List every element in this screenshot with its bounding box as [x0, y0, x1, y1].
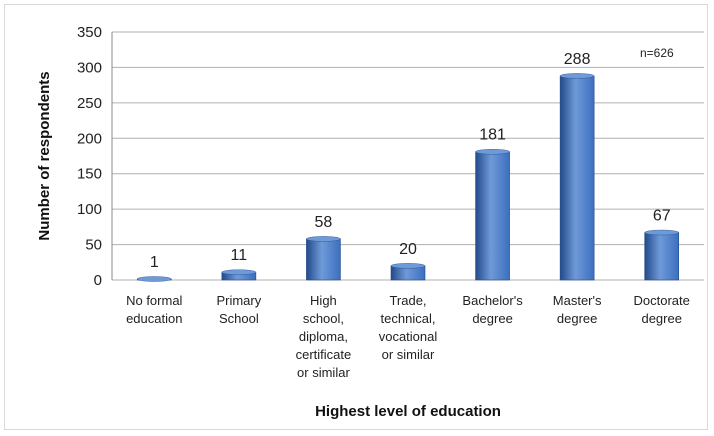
bar [475, 151, 510, 281]
bar-top [137, 276, 172, 282]
bar-top [306, 236, 341, 242]
bar-top [559, 73, 595, 79]
category-label: Doctorate degree [634, 293, 690, 326]
bar [306, 238, 341, 281]
bar-top [390, 263, 426, 269]
y-axis-title: Number of respondents [36, 71, 53, 240]
y-tick-label: 100 [77, 201, 102, 218]
gridlines [111, 31, 704, 281]
bars [136, 73, 680, 282]
bar [559, 75, 595, 281]
y-tick-label: 200 [77, 130, 102, 147]
y-tick-label: 250 [77, 95, 102, 112]
x-axis-title: Highest level of education [315, 403, 501, 420]
category-label: Trade, technical, vocational or similar [379, 293, 438, 362]
data-label: 181 [479, 127, 506, 144]
data-label: 288 [564, 51, 591, 68]
data-label: 58 [315, 214, 333, 231]
y-tick-label: 50 [85, 237, 102, 254]
category-label: Master's degree [553, 293, 602, 326]
y-tick-label: 350 [77, 24, 102, 41]
data-label: 1 [150, 254, 159, 271]
category-label: Primary School [216, 293, 261, 326]
sample-size-note: n=626 [640, 46, 674, 60]
category-label: High school, diploma, certificate or similar [296, 293, 352, 380]
data-label: 20 [399, 241, 417, 258]
bar-top [475, 149, 510, 155]
bar-top [221, 269, 257, 275]
y-tick-label: 300 [77, 59, 102, 76]
data-label: 11 [231, 247, 248, 264]
category-label: No formal education [126, 293, 182, 326]
labels: 0 50 100 150 200 250 300 350 1 No formal education… [77, 24, 690, 380]
y-tick-label: 0 [94, 272, 102, 289]
y-tick-label: 150 [77, 166, 102, 183]
data-label: 67 [653, 208, 671, 225]
category-label: Bachelor's degree [462, 293, 523, 326]
bar [644, 232, 680, 281]
bar-top [644, 229, 679, 236]
